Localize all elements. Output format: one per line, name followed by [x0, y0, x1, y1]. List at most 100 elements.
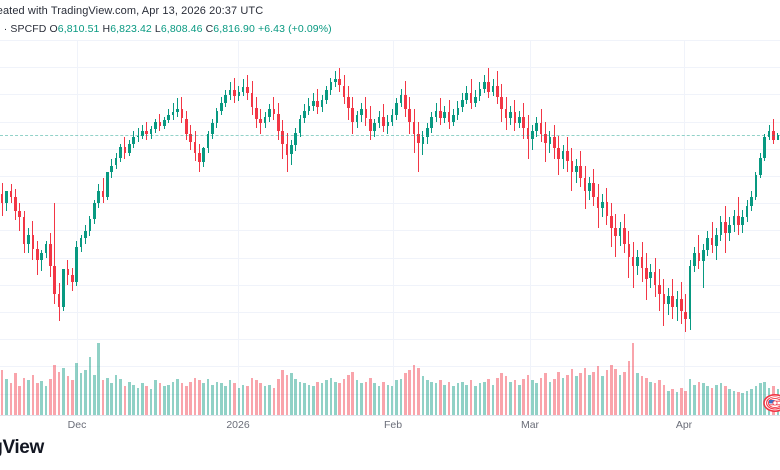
candle-body — [114, 157, 118, 166]
volume-bar — [702, 383, 705, 415]
candle-body — [566, 151, 569, 161]
candle-body — [623, 228, 626, 244]
candle-body — [640, 256, 644, 268]
chart-canvas[interactable] — [0, 40, 780, 415]
time-axis[interactable]: Dec 2026 Feb Mar Apr — [0, 416, 780, 438]
candle-body — [303, 110, 306, 119]
volume-bar — [312, 386, 315, 415]
volume-bar — [504, 376, 508, 415]
candle-body — [285, 143, 289, 155]
volume-bar — [110, 383, 114, 415]
candle-body — [97, 190, 100, 204]
volume-bar — [526, 374, 530, 415]
volume-bar — [360, 383, 363, 415]
volume-bar — [715, 384, 718, 415]
volume-pane — [0, 335, 780, 415]
volume-bar — [583, 367, 587, 415]
volume-bar — [373, 383, 376, 415]
volume-bar — [158, 383, 162, 415]
candle-body — [149, 129, 153, 135]
volume-bar — [412, 364, 416, 415]
time-axis-label: Mar — [520, 419, 540, 431]
volume-bar — [294, 379, 298, 415]
horizontal-gridline — [0, 366, 780, 368]
candle-body — [688, 266, 692, 320]
volume-bar — [351, 371, 355, 415]
volume-bar — [658, 380, 661, 415]
candle-wick — [418, 121, 419, 172]
volume-bar — [66, 376, 70, 415]
volume-bar — [219, 383, 223, 415]
volume-bar — [228, 380, 232, 415]
change-value: +6.43 (+0.09%) — [257, 23, 332, 35]
vertical-gridline — [530, 40, 531, 415]
volume-bar — [88, 357, 92, 415]
volume-bar — [425, 380, 429, 415]
spx-circle-badge — [763, 394, 780, 412]
volume-bar — [255, 380, 258, 415]
horizontal-gridline — [0, 121, 780, 123]
candle-body — [263, 116, 267, 124]
close-value: 6,816.90 — [213, 23, 255, 35]
volume-bar — [758, 383, 762, 415]
candle-body — [193, 142, 197, 153]
candle-body — [658, 284, 661, 295]
candle-body — [741, 217, 745, 226]
candle-body — [412, 121, 416, 135]
candle-body — [662, 294, 666, 304]
candle-body — [737, 215, 740, 226]
volume-bar — [390, 386, 394, 415]
candle-body — [579, 165, 582, 179]
candle-body — [452, 115, 455, 122]
volume-bar — [70, 379, 74, 415]
vertical-gridline — [393, 40, 394, 415]
volume-bar — [666, 390, 670, 415]
candle-body — [732, 215, 736, 226]
candle-body — [49, 244, 52, 266]
candle-body — [154, 121, 157, 130]
volume-bar — [588, 374, 591, 415]
volume-bar — [342, 379, 346, 415]
volume-bar — [84, 370, 87, 415]
candle-body — [202, 148, 206, 163]
candle-body — [44, 244, 48, 254]
volume-bar — [631, 343, 635, 415]
candle-body — [482, 82, 486, 89]
volume-bar — [329, 377, 333, 415]
candle-body — [421, 137, 425, 144]
volume-bar — [443, 384, 447, 415]
volume-bar — [176, 379, 179, 415]
tradingview-watermark: dingView — [0, 437, 44, 458]
candle-body — [373, 123, 376, 131]
axis-separator — [0, 415, 780, 416]
volume-bar — [206, 379, 210, 415]
candle-body — [18, 211, 22, 218]
volume-bar — [123, 386, 127, 415]
candle-body — [596, 196, 600, 208]
candle-wick — [247, 74, 249, 100]
volume-bar — [307, 384, 311, 415]
candle-body — [233, 90, 236, 97]
candle-body — [684, 311, 688, 320]
volume-bar — [706, 386, 709, 415]
candle-body — [377, 116, 381, 124]
candle-body — [57, 294, 61, 307]
volume-bar — [723, 386, 727, 415]
volume-bar — [732, 390, 736, 415]
volume-bar — [154, 380, 157, 415]
candle-body — [399, 94, 403, 103]
horizontal-gridline — [0, 40, 780, 41]
horizontal-gridline — [0, 203, 780, 205]
candle-body — [675, 298, 679, 307]
candle-body — [561, 151, 565, 160]
candle-body — [171, 112, 175, 116]
candle-body — [531, 131, 534, 139]
candle-body — [110, 165, 114, 172]
candle-body — [588, 182, 591, 191]
candle-body — [745, 206, 749, 218]
symbol-label[interactable]: dex · 4h · SPCFD — [0, 23, 47, 35]
volume-bar — [215, 381, 219, 415]
candle-body — [307, 105, 311, 111]
gridlines — [0, 40, 780, 415]
volume-bar — [408, 370, 412, 415]
